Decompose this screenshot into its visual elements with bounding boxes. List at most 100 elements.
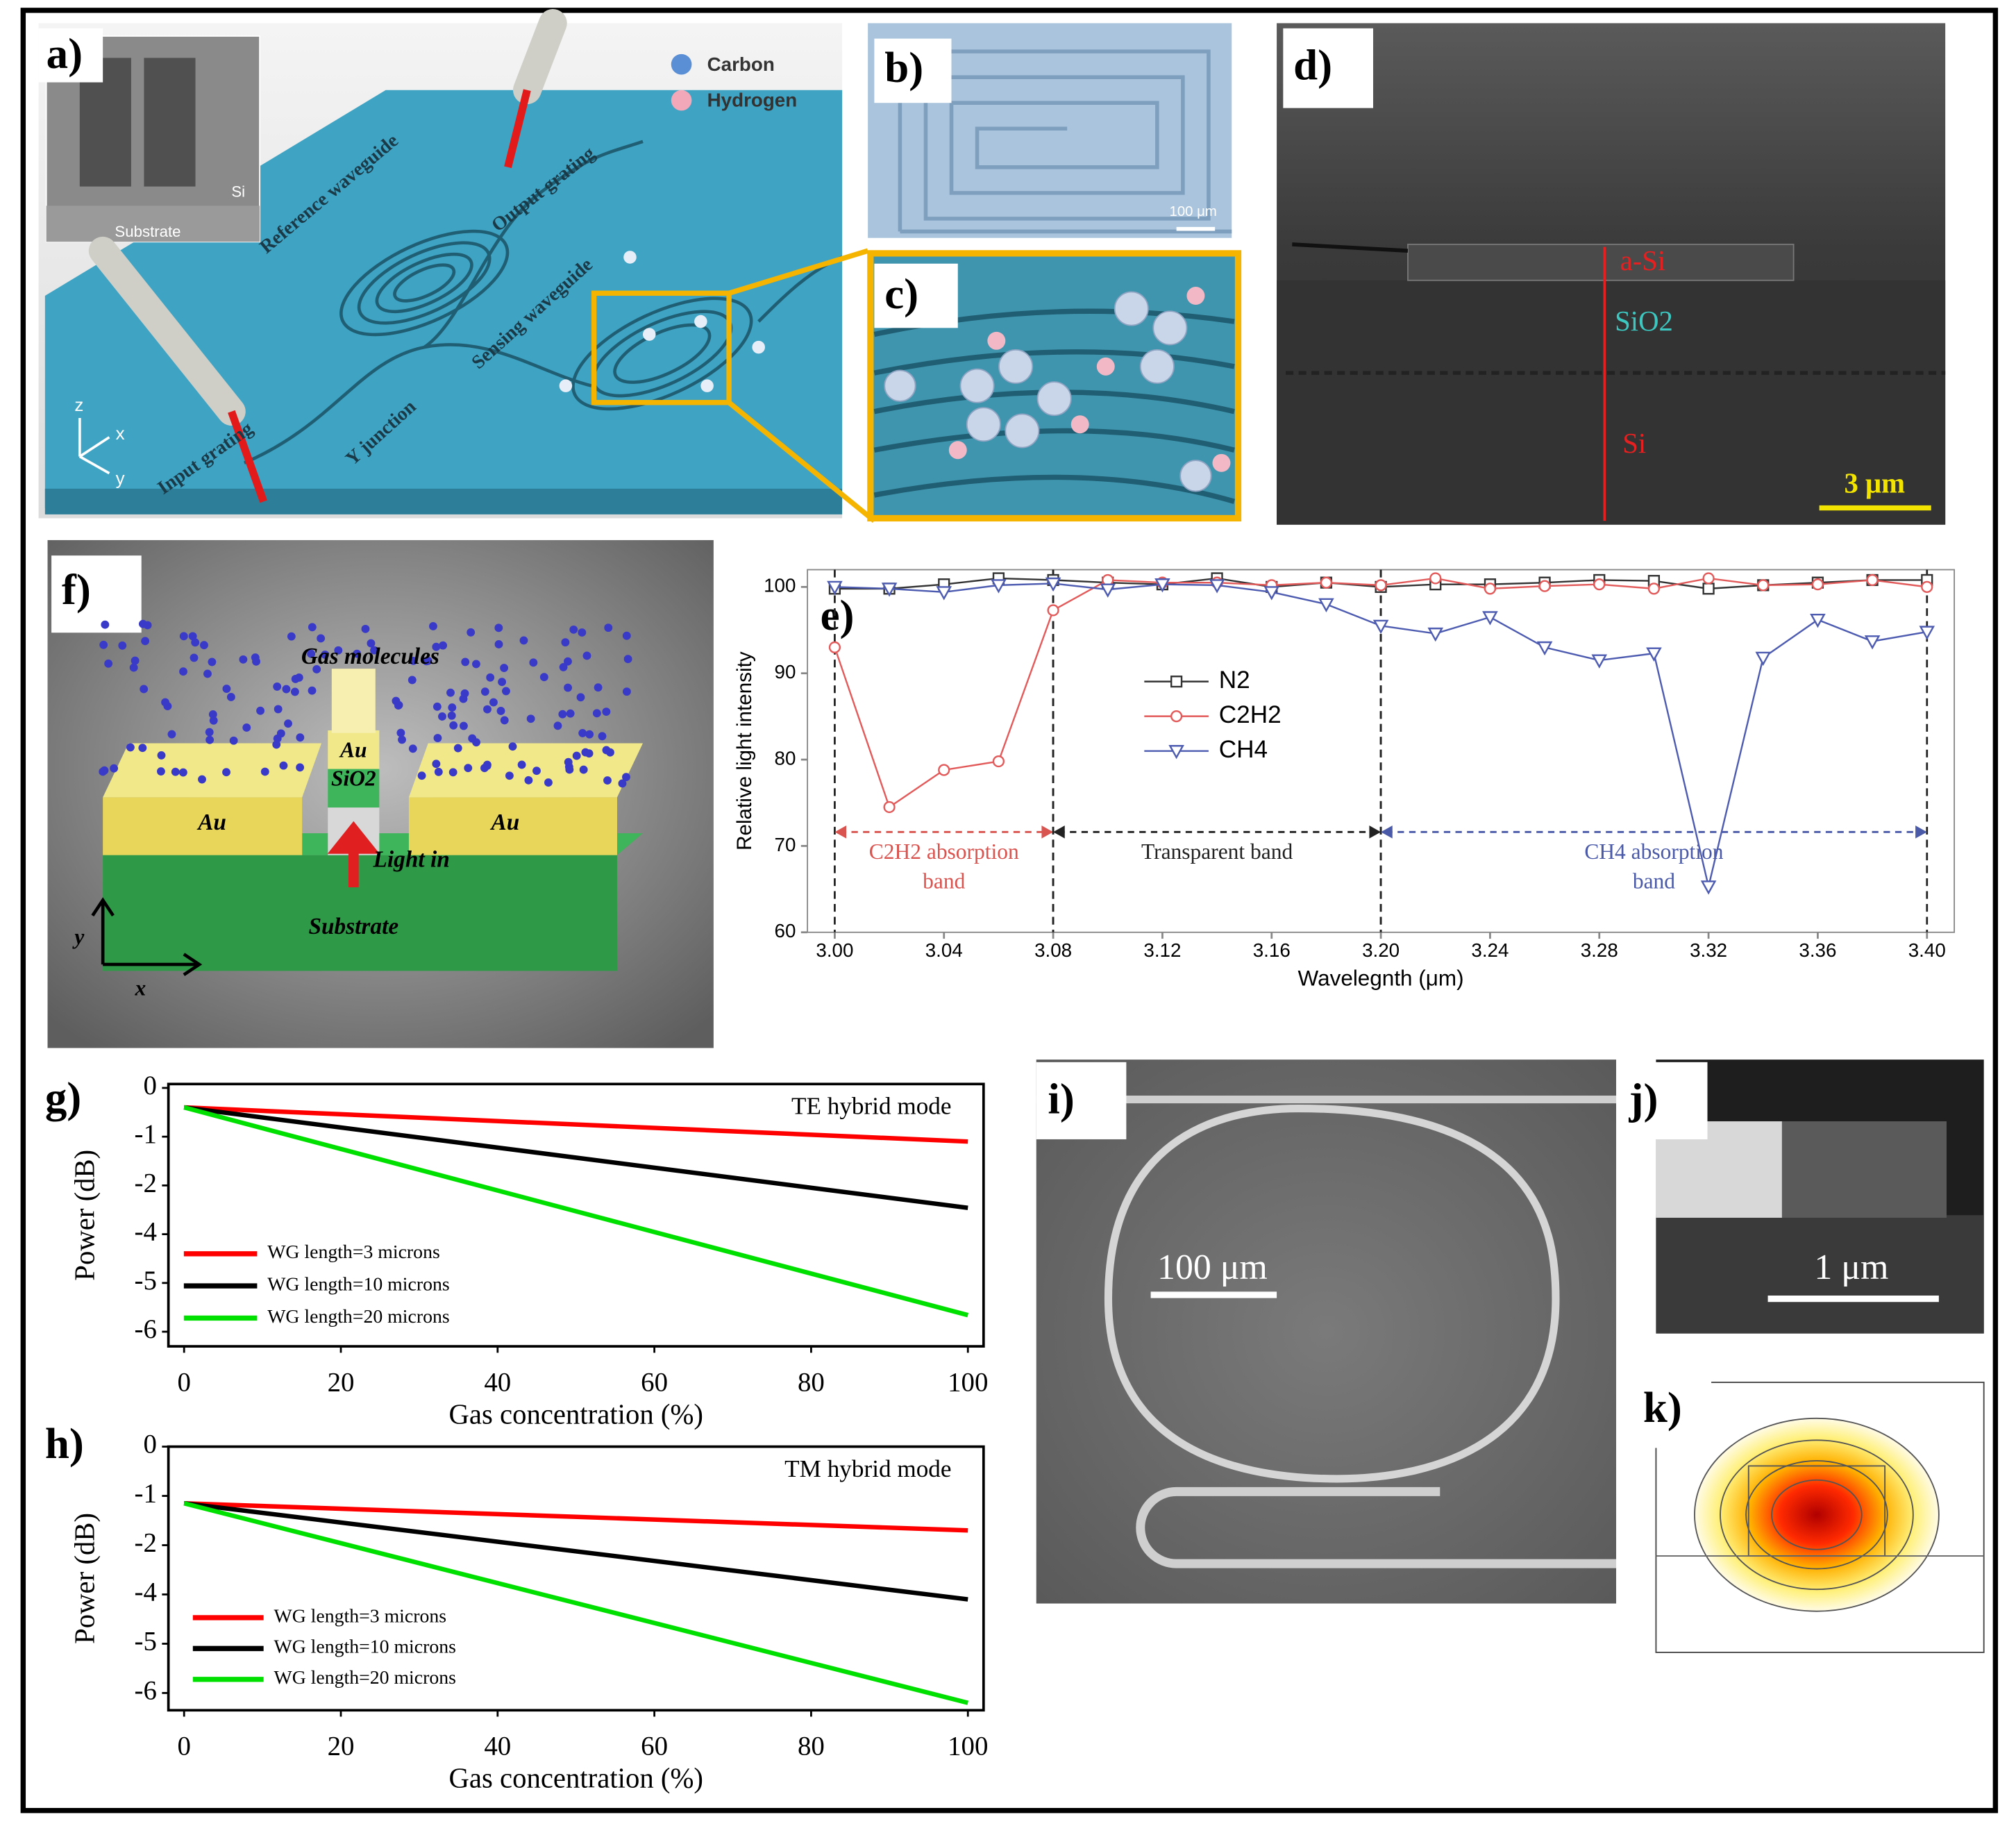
axis-x: x [134, 975, 146, 1000]
plot-frame [167, 1082, 985, 1348]
gas-molecule [483, 705, 492, 714]
band-label: Transparent band [1141, 839, 1293, 864]
marker [1811, 578, 1824, 591]
gas-molecule [432, 760, 441, 769]
gas-molecule [274, 705, 283, 714]
gas-molecule [222, 685, 231, 693]
legend-label: WG length=20 microns [267, 1306, 449, 1327]
probe-in [88, 236, 246, 426]
gas-molecule [190, 653, 199, 662]
x-tick-label: 60 [641, 1368, 668, 1398]
x-tick-label: 3.36 [1799, 939, 1836, 961]
chart-title: TE hybrid mode [791, 1093, 952, 1120]
panel-label: c) [884, 269, 918, 318]
molecules-a [559, 251, 765, 392]
y-tick-label: -2 [135, 1527, 157, 1557]
gas-molecule [472, 738, 480, 747]
gas-molecule [622, 631, 631, 640]
gas-molecule [392, 696, 401, 705]
y-tick-label: 100 [764, 575, 796, 596]
gas-molecule [100, 766, 109, 775]
text-sio2: SiO2 [331, 766, 376, 790]
layer-a-si: a-Si [1620, 245, 1666, 276]
legend-label: C2H2 [1219, 701, 1282, 728]
gas-molecule [566, 709, 575, 718]
legend-carbon-dot [671, 53, 692, 75]
gas-molecule [569, 625, 578, 634]
gas-molecule [361, 624, 370, 633]
x-tick-label: 3.08 [1034, 939, 1072, 961]
y-tick-label: 70 [775, 834, 796, 855]
label-box [38, 1414, 106, 1479]
gas-molecule [564, 683, 572, 692]
label-box [1617, 1062, 1708, 1139]
marker [1484, 583, 1497, 595]
label-box [38, 28, 103, 83]
frame [20, 8, 1999, 1814]
gas-molecule [256, 706, 265, 715]
marker [1263, 586, 1280, 601]
hydrogens-c [948, 287, 1231, 472]
gas-molecule [604, 623, 613, 633]
gas-molecule [308, 686, 317, 695]
gas-molecule [205, 728, 214, 737]
gas-molecule [156, 767, 165, 776]
gas-molecule [273, 734, 282, 743]
panel-label: e) [821, 591, 855, 639]
au-right [408, 797, 617, 855]
y-tick-label: -5 [135, 1626, 157, 1656]
ring-i [1104, 1104, 1560, 1483]
gas-molecule [576, 693, 585, 702]
series-line [183, 1105, 968, 1210]
x-tick-label: 0 [177, 1368, 190, 1398]
label-box [51, 555, 142, 633]
gas-molecule [353, 649, 362, 658]
au-left-top [103, 743, 322, 798]
gas-molecule [140, 685, 149, 694]
light-arrow [327, 821, 380, 887]
gas-molecule [602, 707, 611, 717]
x-tick-label: 3.28 [1581, 939, 1618, 961]
marker [883, 801, 896, 814]
panel-label: a) [47, 29, 83, 78]
legend-label: WG length=3 microns [274, 1605, 446, 1627]
marker [827, 580, 843, 596]
x-tick-label: 20 [328, 1368, 355, 1398]
gas-molecule [494, 640, 503, 648]
gas-molecule [321, 651, 330, 659]
marker [991, 579, 1007, 594]
scale-text: 100 μm [1170, 204, 1217, 219]
gas-molecule [432, 702, 442, 711]
x-tick-label: 80 [798, 1368, 825, 1398]
axis-z: z [74, 396, 83, 415]
gas-molecule [296, 763, 305, 772]
spiral-b [898, 49, 1232, 234]
gas-molecule [126, 743, 135, 752]
gas-molecule [446, 688, 455, 697]
x-axis-label: Gas concentration (%) [448, 1762, 703, 1793]
gas-molecule [208, 657, 217, 667]
band-label: C2H2 absorption [869, 839, 1019, 864]
gas-molecule [486, 673, 495, 682]
legend-carbon: Carbon [707, 53, 775, 75]
marker [1866, 573, 1879, 587]
au-left [103, 797, 303, 855]
gas-molecule [282, 685, 291, 694]
bus-bottom [1136, 1486, 1617, 1568]
substrate-j [1656, 1215, 1984, 1334]
gas-molecule [143, 621, 152, 630]
scale-text: 1 μm [1814, 1248, 1888, 1287]
gas-molecule [500, 716, 509, 725]
panel-i: 100 μm i) [1036, 1059, 1617, 1604]
gas-molecule [460, 689, 469, 698]
marker [1864, 635, 1881, 650]
gas-molecule [242, 723, 251, 732]
gas-molecule [208, 710, 217, 719]
inset-substrate-label: Substrate [115, 223, 180, 240]
gas-molecule [565, 765, 574, 774]
gas-molecule [467, 628, 476, 637]
gas-molecule [579, 765, 588, 774]
sio2-center [328, 769, 380, 808]
y-tick-label: -2 [135, 1168, 157, 1198]
